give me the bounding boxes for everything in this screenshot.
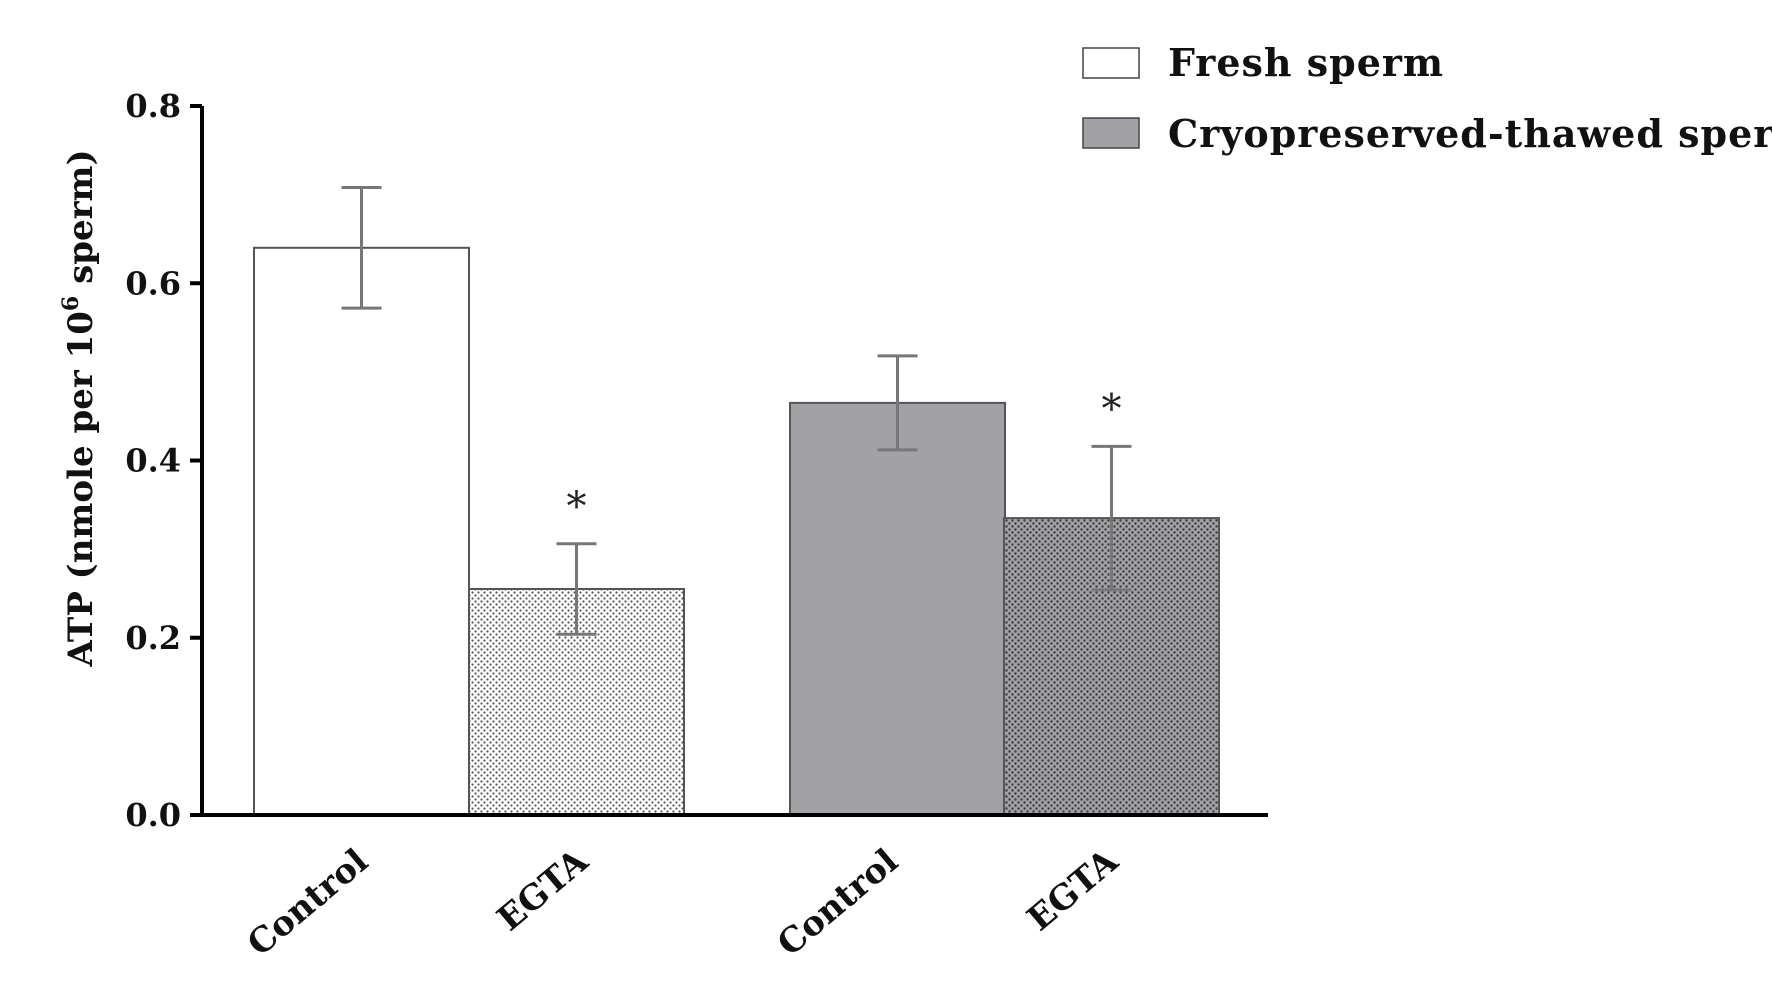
x-category-label: Control bbox=[240, 841, 376, 964]
bars bbox=[253, 246, 1220, 817]
x-category-label: Control bbox=[770, 841, 906, 964]
y-tick-label: 0.8 bbox=[125, 87, 181, 125]
legend-swatch-fresh bbox=[1082, 47, 1140, 79]
error-bars bbox=[341, 186, 1132, 636]
error-bar bbox=[1091, 444, 1132, 592]
y-axis-label-tail: sperm) bbox=[61, 149, 101, 295]
bar bbox=[253, 246, 470, 817]
bar bbox=[789, 401, 1006, 816]
significance-star: * bbox=[1102, 386, 1122, 432]
error-bar bbox=[341, 186, 382, 310]
y-tick-label: 0.4 bbox=[125, 442, 181, 480]
x-category-label: EGTA bbox=[490, 841, 596, 939]
y-axis-label-sup: 6 bbox=[58, 296, 84, 311]
error-bar bbox=[877, 354, 918, 452]
legend: Fresh sperm Cryopreserved-thawed sperm bbox=[1082, 40, 1772, 156]
y-axis-label-main: ATP (nmole per 10 bbox=[61, 311, 101, 668]
significance-star: * bbox=[567, 484, 587, 530]
legend-label-fresh: Fresh sperm bbox=[1168, 40, 1444, 85]
y-tick-label: 0.2 bbox=[125, 619, 181, 657]
x-category-label: EGTA bbox=[1020, 841, 1126, 939]
legend-label-cryo: Cryopreserved-thawed sperm bbox=[1168, 111, 1772, 156]
y-axis-label: ATP (nmole per 106 sperm) bbox=[58, 149, 101, 667]
x-axis-labels: Control EGTA Control EGTA bbox=[240, 841, 1126, 964]
y-axis-ticks: 0.0 0.2 0.4 0.6 0.8 bbox=[125, 87, 202, 834]
significance-markers: ** bbox=[567, 386, 1122, 529]
error-bar bbox=[556, 542, 597, 636]
y-tick-label: 0.6 bbox=[125, 264, 181, 302]
legend-swatch-cryo bbox=[1082, 117, 1140, 149]
y-tick-label: 0.0 bbox=[125, 796, 181, 834]
